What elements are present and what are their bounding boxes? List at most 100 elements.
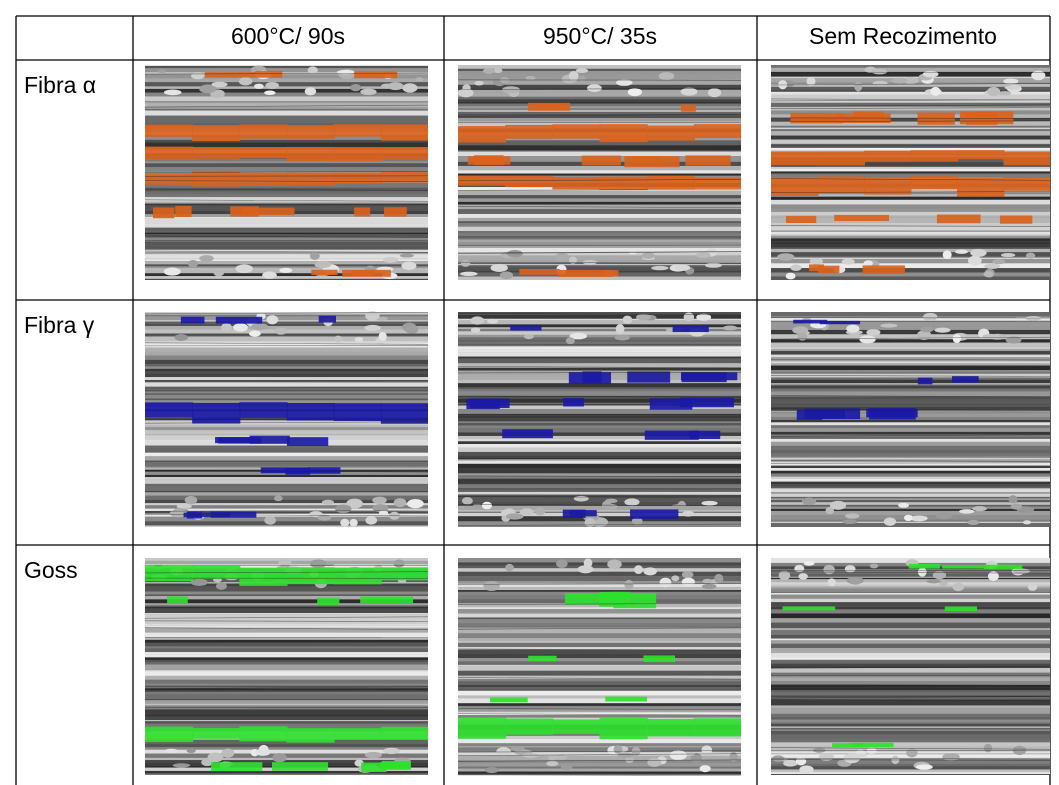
grain (575, 68, 589, 74)
grain-stripe (771, 692, 1050, 696)
orientation-region (679, 397, 734, 408)
grain-boundary (457, 759, 742, 762)
grain-stripe (145, 351, 428, 356)
orientation-region (809, 264, 825, 272)
grain (898, 502, 909, 508)
grain (1027, 583, 1038, 591)
grain-stripe (771, 238, 1050, 242)
grain-boundary (144, 235, 429, 238)
orientation-region (167, 596, 188, 604)
grain-stripe (771, 438, 1050, 442)
grain-stripe (458, 198, 741, 202)
grain (954, 249, 968, 254)
grain (920, 326, 934, 333)
grain-stripe (458, 115, 741, 119)
grain-boundary (770, 104, 1051, 107)
orientation-region (605, 696, 647, 702)
grain (714, 573, 724, 584)
grain-stripe (458, 329, 741, 332)
grain-stripe (458, 71, 741, 75)
grain (483, 68, 495, 74)
grain (625, 756, 634, 764)
grain-stripe (458, 140, 741, 146)
grain (176, 504, 193, 509)
grain-stripe (771, 365, 1050, 371)
grain-stripe (771, 121, 1050, 126)
grain-stripe (145, 142, 428, 148)
grain (799, 765, 814, 774)
grain-boundary (457, 372, 742, 374)
grain-stripe (458, 99, 741, 102)
grain-stripe (145, 516, 428, 522)
grain-stripe (458, 628, 741, 634)
orientation-region (308, 467, 341, 474)
grain-stripe (771, 582, 1050, 585)
grain-stripe (458, 455, 741, 458)
grain-stripe (145, 603, 428, 605)
grain (190, 578, 208, 586)
orientation-region (354, 207, 371, 217)
grain (265, 81, 279, 89)
grain-stripe (771, 643, 1050, 648)
grain-stripe (458, 391, 741, 396)
grain-stripe (771, 506, 1050, 508)
grain-stripe (771, 354, 1050, 358)
orientation-region (510, 324, 542, 331)
grain-stripe (145, 167, 428, 172)
grain-stripe (458, 173, 741, 176)
grain-stripe (771, 478, 1050, 482)
orientation-region (864, 150, 912, 162)
orientation-region (646, 125, 695, 141)
grain (681, 577, 695, 586)
grain-stripe (145, 359, 428, 365)
grain-stripe (771, 318, 1050, 321)
grain-boundary (457, 713, 742, 716)
grain-stripe (145, 632, 428, 638)
grain (866, 329, 881, 336)
grain-stripe (458, 773, 741, 775)
grain-stripe (771, 522, 1050, 527)
grain-stripe (145, 381, 428, 387)
orientation-region (192, 125, 241, 142)
grain-boundary (770, 747, 1051, 750)
grain (487, 318, 499, 324)
grain-stripe (458, 649, 741, 654)
grain (163, 267, 181, 276)
grain-stripe (458, 389, 741, 392)
grain-stripe (145, 110, 428, 116)
grain (803, 561, 815, 566)
grain (307, 66, 318, 74)
grain-stripe (458, 623, 741, 627)
grain-stripe (771, 247, 1050, 249)
orientation-region (505, 175, 554, 188)
grain-stripe (458, 356, 741, 359)
grain (407, 498, 424, 509)
grain-stripe (145, 377, 428, 381)
grain-boundary (770, 225, 1051, 227)
grain-stripe (458, 113, 741, 116)
grain-boundary (457, 627, 742, 630)
grain-stripe (145, 505, 428, 509)
orientation-region (527, 102, 571, 111)
grain (859, 335, 876, 344)
orientation-region (286, 146, 335, 161)
grain-stripe (458, 266, 741, 271)
grain-stripe (771, 349, 1050, 352)
grain-stripe (145, 259, 428, 262)
grain (622, 315, 633, 324)
grain-stripe (771, 579, 1050, 583)
grain-stripe (145, 525, 428, 527)
grain-stripe (458, 633, 741, 639)
grain-stripe (771, 339, 1050, 343)
grain (842, 519, 858, 525)
grain-stripe (458, 627, 741, 629)
orientation-region (215, 316, 263, 324)
grain (399, 253, 414, 258)
micrograph (144, 558, 429, 775)
grain-boundary (144, 514, 429, 517)
grain-stripe (771, 681, 1050, 685)
grain (346, 498, 364, 509)
grain-boundary (770, 571, 1051, 574)
grain-boundary (457, 523, 742, 526)
grain-stripe (458, 703, 741, 707)
